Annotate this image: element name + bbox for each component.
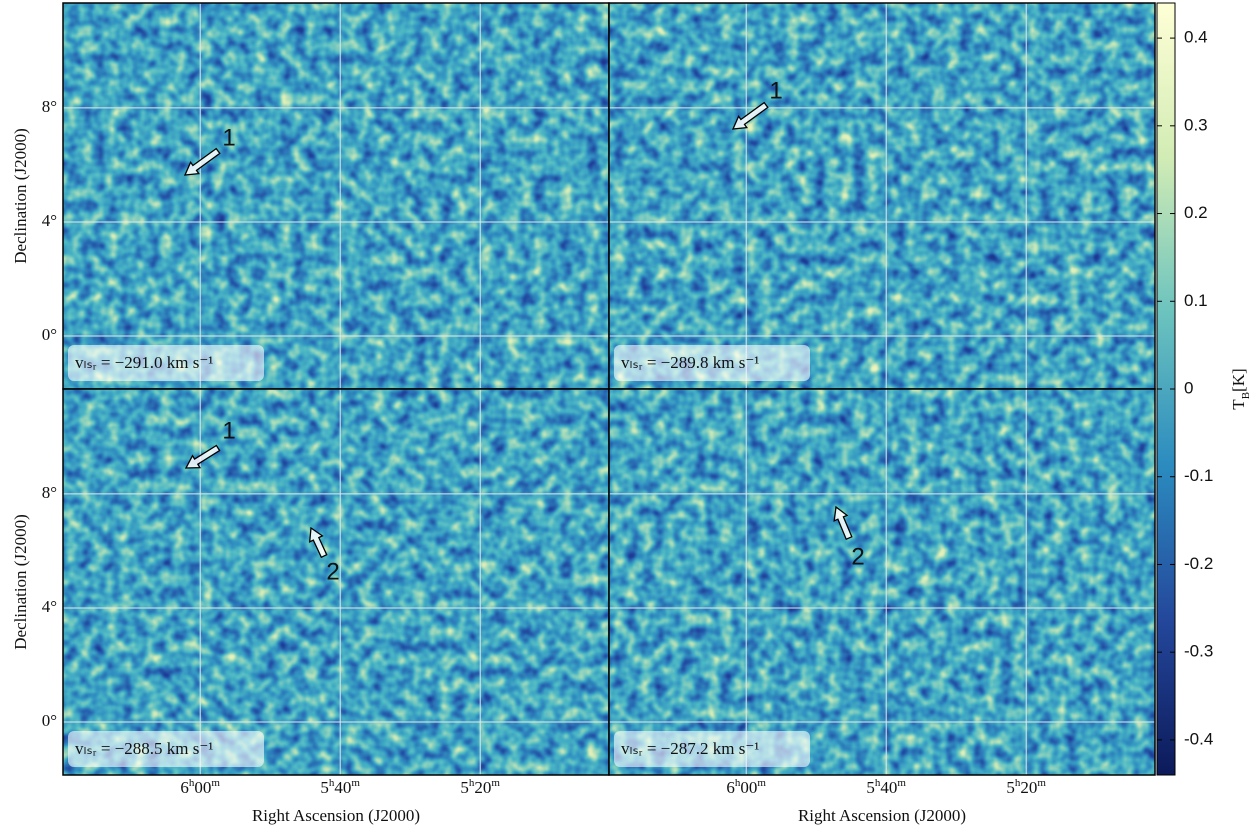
y-axis-title: Declination (J2000) [11,514,30,650]
colorbar-tick-label: 0.1 [1184,291,1208,310]
panel-label: vₗₛᵣ = −291.0 km s⁻¹ [75,353,213,372]
colorbar-tick-label: -0.4 [1184,729,1213,748]
annotation-arrow [833,505,853,541]
annotation-arrow [308,526,328,559]
panel-label: vₗₛᵣ = −287.2 km s⁻¹ [621,739,759,758]
x-axis-title: Right Ascension (J2000) [252,806,420,825]
panel: vₗₛᵣ = −287.2 km s⁻¹ 2 6h00m 5h40m 5h20m Righ… [608,388,1156,825]
panel-label: vₗₛᵣ = −288.5 km s⁻¹ [75,739,213,758]
x-tick-label: 5h40m [320,777,360,797]
plot-layer: vₗₛᵣ = −291.0 km s⁻¹ 1 8° 4° 0° Declination (… [11,2,1252,825]
annotation-arrow [183,147,221,176]
panel-frame [608,388,1156,776]
colorbar: 0.4 0.3 0.2 0.1 0 -0.1 -0.2 -0.3 -0.4 TB[K] [1156,2,1252,776]
y-tick-label: 0° [42,325,57,344]
panel-image [63,389,609,775]
y-tick-label: 4° [42,211,57,230]
colorbar-tick-label: -0.2 [1184,554,1213,573]
x-tick-label: 5h20m [460,777,500,797]
colorbar-title: TB[K] [1229,368,1252,409]
y-tick-label: 4° [42,597,57,616]
label-box [614,731,810,767]
x-tick-label: 6h00m [726,777,766,797]
annotation-arrow [184,444,221,469]
annotation-label: 2 [326,558,339,585]
panel: vₗₛᵣ = −289.8 km s⁻¹ 1 [608,2,1156,390]
label-box [68,345,264,381]
panel-image [63,3,609,389]
panel: vₗₛᵣ = −288.5 km s⁻¹ 1 2 8° 4° 0° Declination … [11,388,610,825]
x-tick-label: 5h40m [866,777,906,797]
label-box [614,345,810,381]
label-box [68,731,264,767]
colorbar-tick-label: 0.4 [1184,28,1208,47]
y-axis-title: Declination (J2000) [11,128,30,264]
y-tick-label: 8° [42,97,57,116]
annotation-label: 1 [222,417,235,444]
x-tick-label: 5h20m [1006,777,1046,797]
annotation-label: 1 [769,77,782,104]
colorbar-tick-label: -0.1 [1184,466,1213,485]
panel-label: vₗₛᵣ = −289.8 km s⁻¹ [621,353,759,372]
x-axis-title: Right Ascension (J2000) [798,806,966,825]
annotation-label: 1 [222,124,235,151]
y-tick-label: 0° [42,711,57,730]
panel-image [609,389,1155,775]
panel-image [609,3,1155,389]
colorbar-tick-label: 0.2 [1184,203,1208,222]
panel: vₗₛᵣ = −291.0 km s⁻¹ 1 8° 4° 0° Declination (… [11,2,610,390]
colorbar-tick-label: 0.3 [1184,115,1208,134]
y-tick-label: 8° [42,483,57,502]
x-tick-label: 6h00m [180,777,220,797]
annotation-arrow [731,101,769,130]
colorbar-tick-label: 0 [1184,378,1193,397]
colorbar-tick-label: -0.3 [1184,642,1213,661]
annotation-label: 2 [851,543,864,570]
